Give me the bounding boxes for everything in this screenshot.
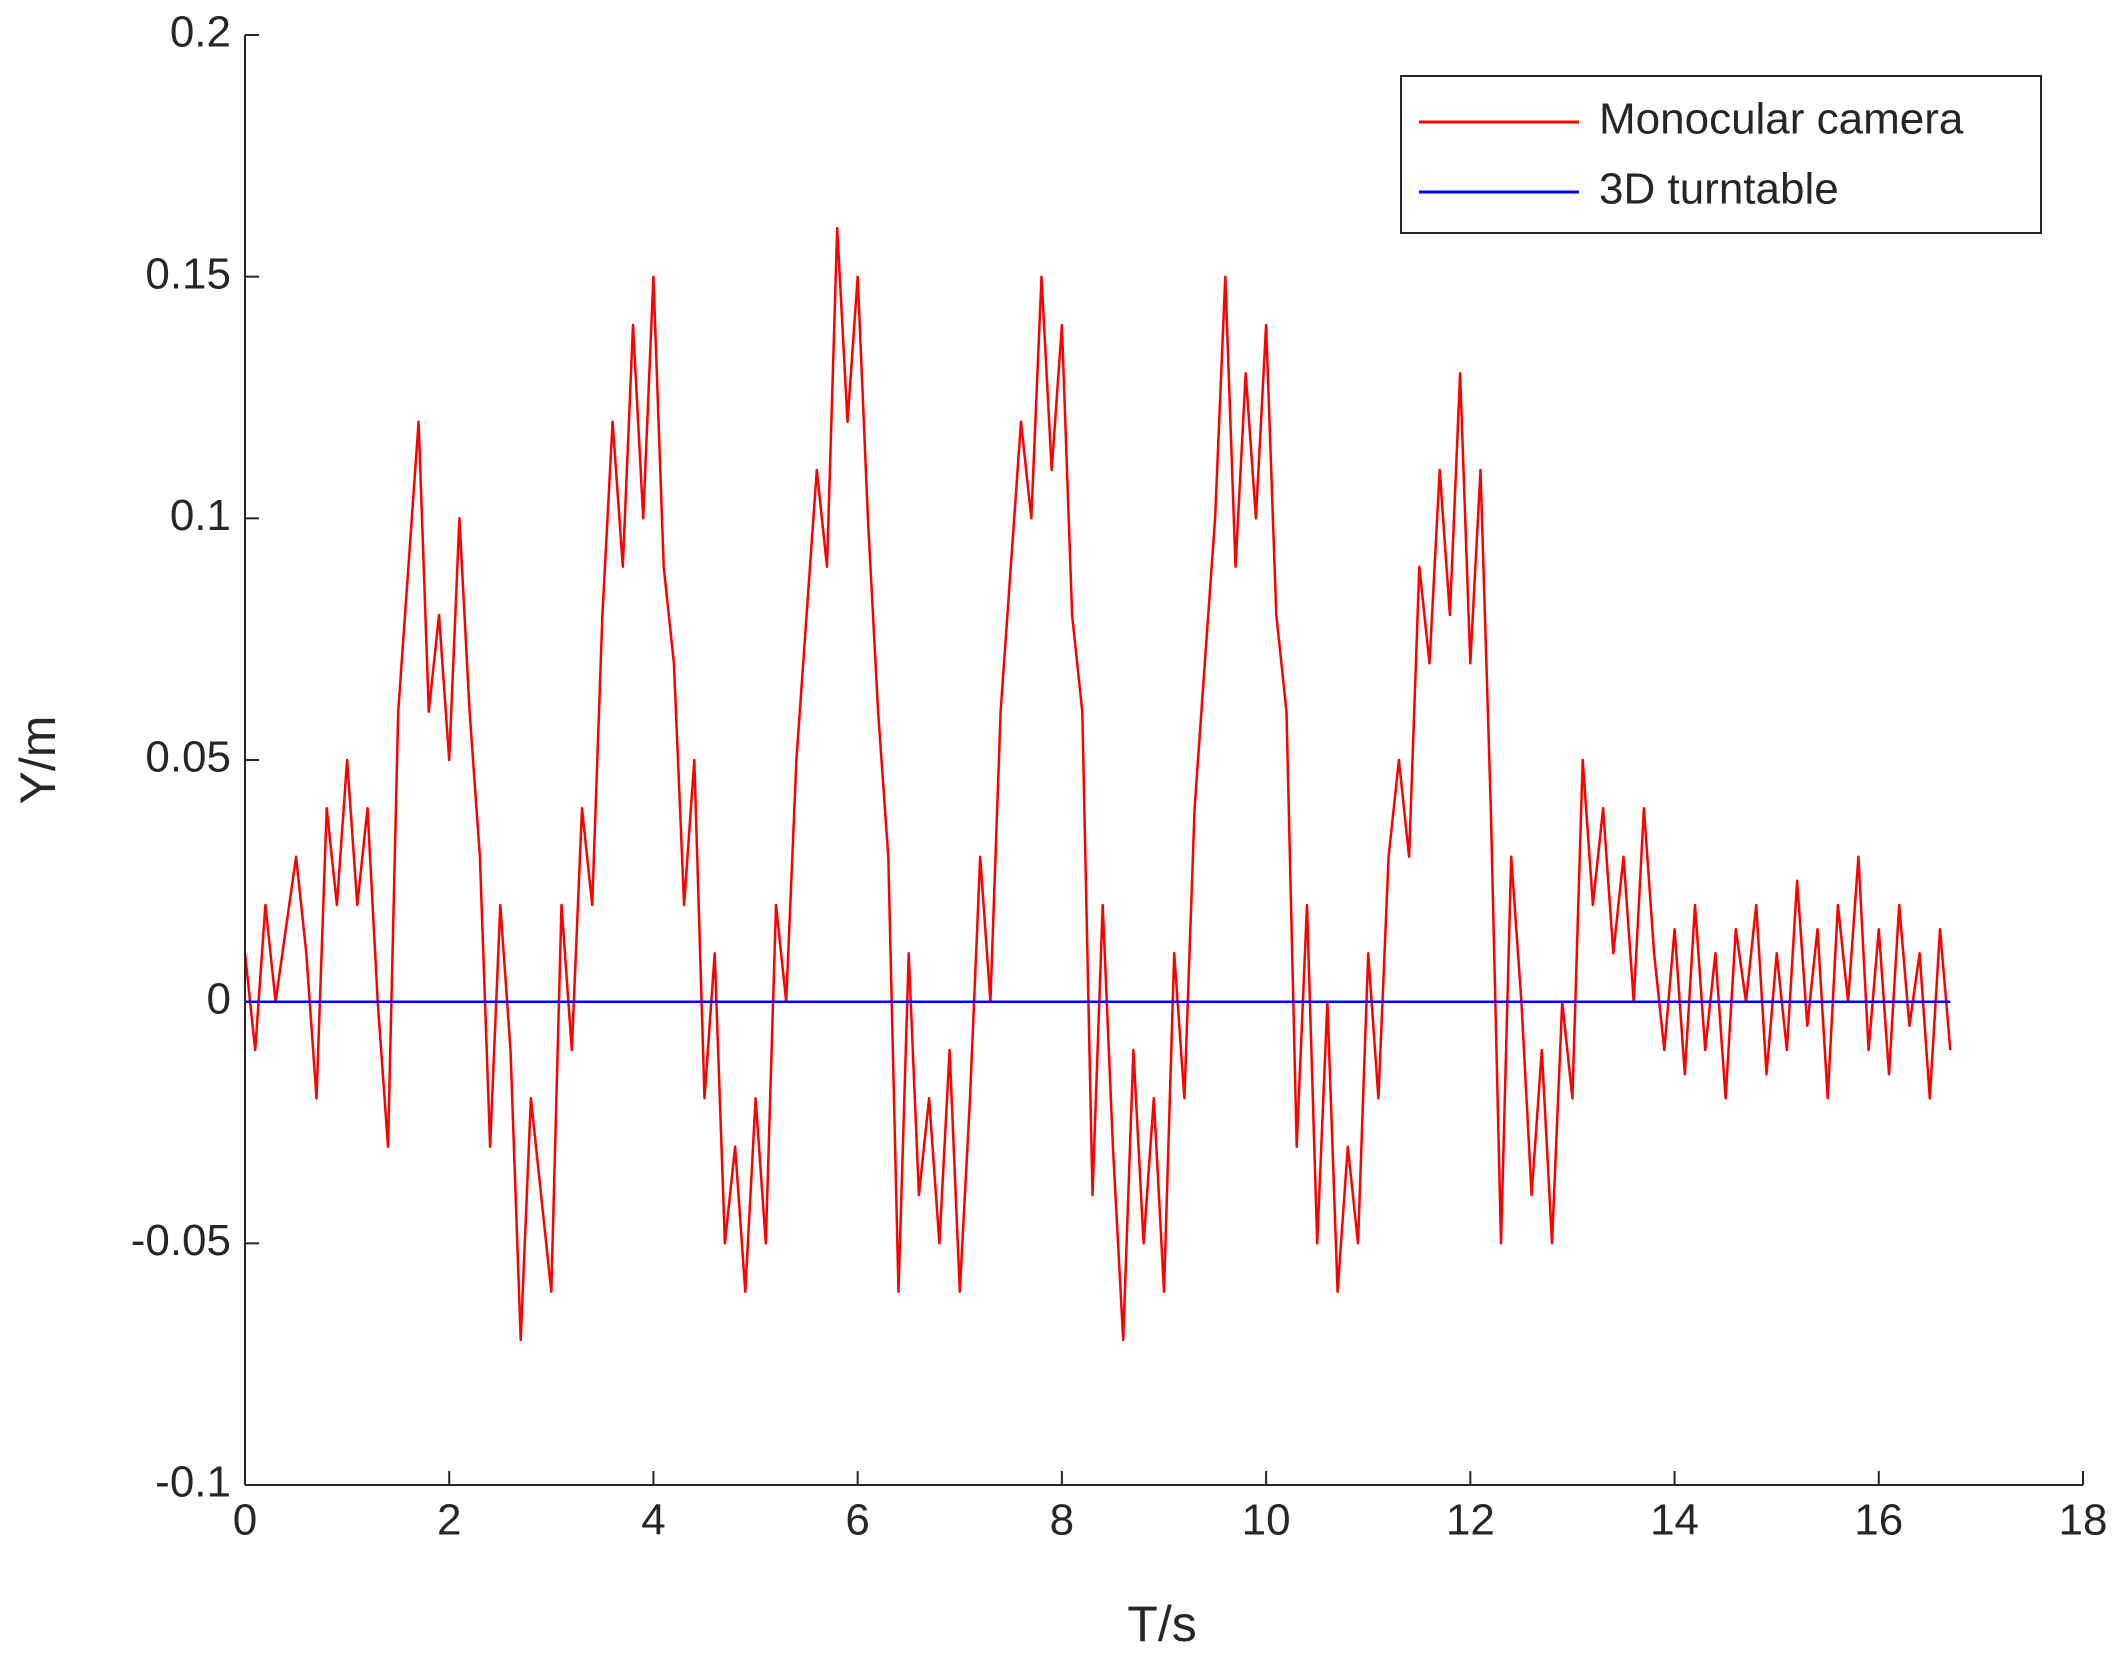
legend-label: 3D turntable	[1599, 165, 1839, 214]
x-axis-label: T/s	[1127, 1596, 1196, 1652]
y-tick-label: 0.1	[170, 491, 231, 540]
y-tick-label: 0.05	[145, 733, 231, 782]
y-tick-label: -0.05	[131, 1216, 231, 1265]
legend-label: Monocular camera	[1599, 95, 1964, 144]
x-tick-label: 12	[1446, 1496, 1495, 1545]
y-tick-label: 0	[207, 974, 231, 1023]
x-tick-label: 6	[845, 1496, 869, 1545]
x-tick-label: 8	[1050, 1496, 1074, 1545]
x-tick-label: 4	[641, 1496, 665, 1545]
legend-box	[1400, 75, 2042, 234]
y-axis-label: Y/m	[10, 716, 66, 805]
x-tick-label: 14	[1650, 1496, 1699, 1545]
y-tick-label: 0.2	[170, 8, 231, 57]
y-tick-label: -0.1	[155, 1458, 231, 1507]
x-tick-label: 16	[1854, 1496, 1903, 1545]
x-tick-label: 0	[233, 1496, 257, 1545]
x-tick-label: 18	[2059, 1496, 2108, 1545]
x-tick-label: 2	[437, 1496, 461, 1545]
data-line	[243, 227, 1952, 1342]
x-tick-label: 10	[1242, 1496, 1291, 1545]
y-tick-label: 0.15	[145, 249, 231, 298]
